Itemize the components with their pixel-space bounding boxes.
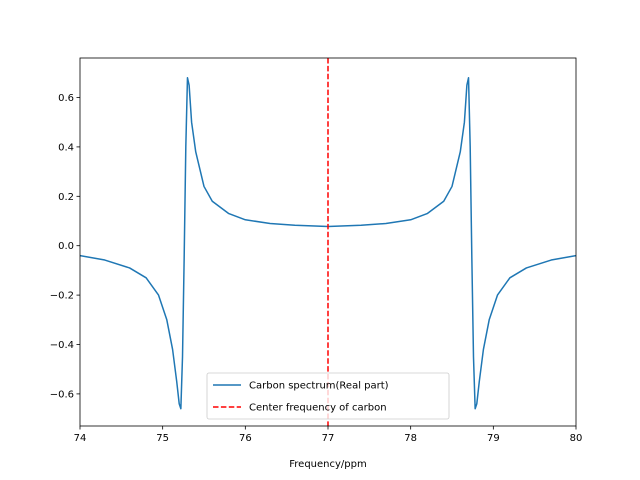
y-tick-label: 0.2: [58, 192, 74, 203]
y-tick-label: 0.6: [58, 93, 74, 104]
y-tick-label: −0.6: [50, 389, 74, 400]
legend-label: Carbon spectrum(Real part): [249, 381, 389, 392]
x-tick-label: 79: [487, 433, 500, 444]
x-tick-label: 74: [74, 433, 87, 444]
x-tick-label: 78: [404, 433, 417, 444]
legend-label: Center frequency of carbon: [249, 403, 387, 414]
x-tick-label: 76: [239, 433, 252, 444]
x-axis-label: Frequency/ppm: [289, 459, 366, 470]
y-axis: −0.6 −0.4 −0.2 0.0 0.2 0.4 0.6: [50, 93, 80, 400]
legend: Carbon spectrum(Real part) Center frequen…: [206, 372, 450, 420]
x-tick-label: 80: [570, 433, 583, 444]
x-tick-label: 75: [156, 433, 169, 444]
data-layer: [80, 58, 576, 426]
y-tick-label: 0.4: [58, 142, 74, 153]
y-tick-label: −0.2: [50, 291, 74, 302]
legend-box: [206, 372, 450, 420]
y-tick-label: 0.0: [58, 241, 74, 252]
y-tick-label: −0.4: [50, 340, 74, 351]
x-axis: 74 75 76 77 78 79 80: [74, 426, 583, 444]
x-tick-label: 77: [322, 433, 335, 444]
